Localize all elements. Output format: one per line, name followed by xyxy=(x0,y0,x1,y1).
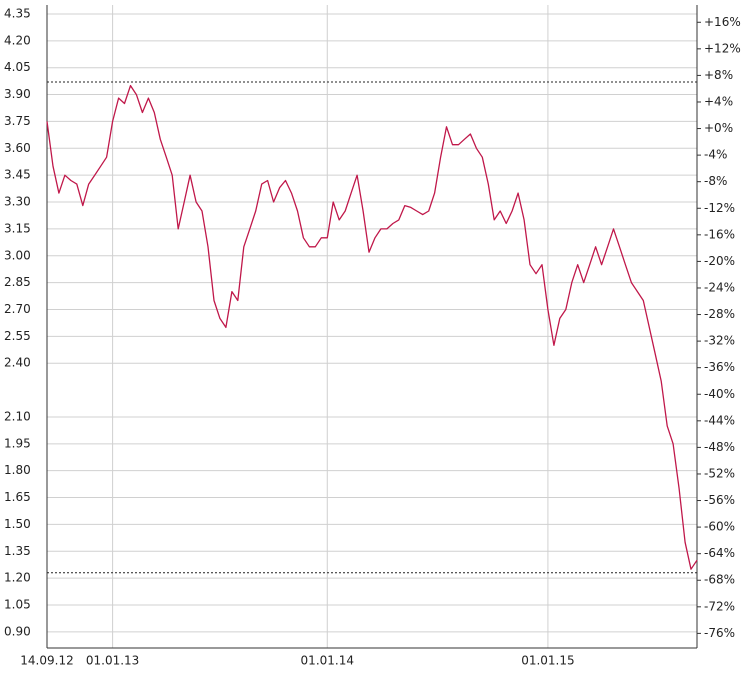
y-tick-label: 2.10 xyxy=(4,409,31,423)
y2-tick-label: +16% xyxy=(704,15,741,29)
y-tick-label: 3.15 xyxy=(4,221,31,235)
y-tick-label: 0.90 xyxy=(4,624,31,638)
y-tick-label: 3.90 xyxy=(4,87,31,101)
y-tick-label: 1.05 xyxy=(4,598,31,612)
y2-tick-label: +4% xyxy=(704,94,733,108)
y2-tick-label: +0% xyxy=(704,121,733,135)
y-tick-label: 1.95 xyxy=(4,436,31,450)
y2-tick-label: -44% xyxy=(704,413,735,427)
y-tick-label: 1.80 xyxy=(4,463,31,477)
y2-tick-label: -72% xyxy=(704,599,735,613)
y-tick-label: 4.05 xyxy=(4,60,31,74)
y-tick-label: 1.35 xyxy=(4,544,31,558)
y2-tick-label: -8% xyxy=(704,174,727,188)
price-line xyxy=(46,84,698,570)
x-tick-label: 01.01.14 xyxy=(301,654,354,668)
y2-tick-label: -12% xyxy=(704,201,735,215)
y2-tick-label: -76% xyxy=(704,626,735,640)
y2-tick-label: +8% xyxy=(704,68,733,82)
y-tick-label: 1.65 xyxy=(4,490,31,504)
y-tick-label: 2.55 xyxy=(4,329,31,343)
y-tick-label: 2.85 xyxy=(4,275,31,289)
x-tick-label: 14.09.12 xyxy=(20,654,73,668)
y2-tick-label: -64% xyxy=(704,546,735,560)
y2-tick-label: -48% xyxy=(704,440,735,454)
y2-tick-label: -60% xyxy=(704,520,735,534)
y2-tick-label: -36% xyxy=(704,360,735,374)
y-tick-label: 2.70 xyxy=(4,302,31,316)
y2-tick-label: +12% xyxy=(704,41,741,55)
y2-tick-label: -24% xyxy=(704,280,735,294)
y2-tick-label: -20% xyxy=(704,254,735,268)
y-tick-label: 3.45 xyxy=(4,168,31,182)
y-tick-label: 4.20 xyxy=(4,33,31,47)
y-tick-label: 1.50 xyxy=(4,517,31,531)
y-tick-label: 3.75 xyxy=(4,114,31,128)
y-tick-label: 3.30 xyxy=(4,195,31,209)
y2-tick-label: -32% xyxy=(704,334,735,348)
y-tick-label: 3.60 xyxy=(4,141,31,155)
y2-tick-label: -56% xyxy=(704,493,735,507)
y-tick-label: 2.40 xyxy=(4,356,31,370)
y2-tick-label: -16% xyxy=(704,227,735,241)
y2-tick-label: -68% xyxy=(704,573,735,587)
x-tick-label: 01.01.15 xyxy=(521,654,574,668)
y2-tick-label: -52% xyxy=(704,466,735,480)
y2-tick-label: -28% xyxy=(704,307,735,321)
x-tick-label: 01.01.13 xyxy=(86,654,139,668)
y2-tick-label: -40% xyxy=(704,387,735,401)
y-tick-label: 1.20 xyxy=(4,571,31,585)
y-tick-label: 4.35 xyxy=(4,6,31,20)
y-tick-label: 3.00 xyxy=(4,248,31,262)
y2-tick-label: -4% xyxy=(704,148,727,162)
